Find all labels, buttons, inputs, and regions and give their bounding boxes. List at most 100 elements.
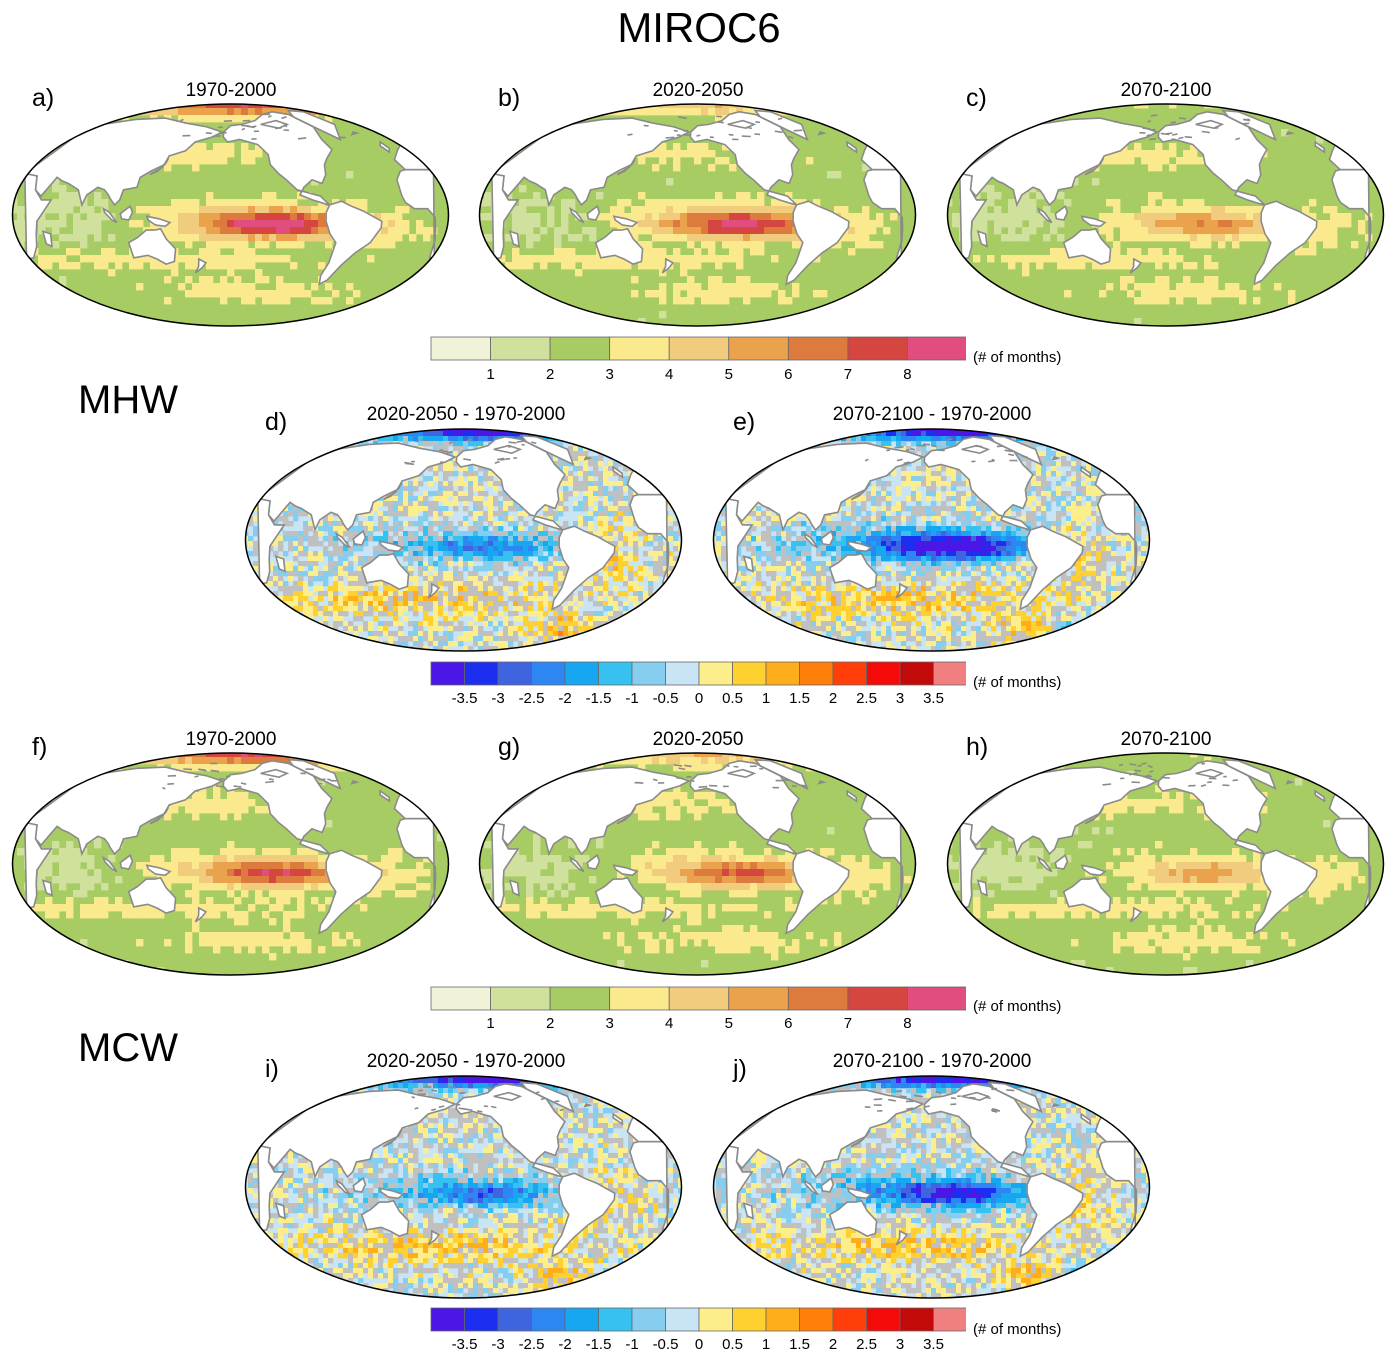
- map-panel-c: [946, 103, 1385, 327]
- cb-abs-mhw-swatch: [847, 336, 908, 361]
- landmass-greenland: [987, 1081, 1043, 1114]
- colorbar-difference-mhw: [430, 661, 966, 686]
- landmass-iceland: [1051, 1103, 1061, 1108]
- landmass-arctic_is: [727, 119, 757, 130]
- cb-diff-mcw-tick-label: 2.5: [856, 1336, 877, 1353]
- panel-d-letter: d): [265, 408, 288, 436]
- panel-g-title: 2020-2050: [652, 729, 744, 750]
- landmass-nz: [1129, 257, 1143, 274]
- panel-g-letter: g): [498, 733, 521, 761]
- cb-abs-mcw-tick-label: 5: [724, 1015, 733, 1032]
- map-border: [11, 103, 450, 327]
- cb-abs-mhw-swatch: [907, 336, 966, 361]
- cb-diff-mhw-tick-label: 1: [761, 690, 771, 707]
- cb-abs-mcw-swatch: [430, 986, 491, 1011]
- colorbar-absolute-mcw: [430, 986, 966, 1011]
- landmass-japan: [149, 157, 170, 176]
- cb-diff-mcw-tick-label: -2.5: [518, 1336, 545, 1353]
- landmass-southamerica: [551, 1172, 616, 1258]
- panel-c-title: 2070-2100: [1120, 80, 1212, 101]
- cb-diff-mcw-swatch: [631, 1307, 666, 1332]
- map-panel-i: [244, 1075, 683, 1299]
- cb-abs-mhw-tick-label: 2: [545, 366, 555, 383]
- panel-f-letter: f): [32, 733, 48, 761]
- landmass-sumatra: [1036, 855, 1053, 873]
- map-panel-a: [11, 103, 450, 327]
- landmass-sumatra: [101, 206, 118, 224]
- cb-diff-mcw-tick-label: -1: [625, 1336, 639, 1353]
- landmass-iceland: [1285, 780, 1295, 785]
- cb-diff-mhw-tick-label: -2.5: [518, 690, 545, 707]
- cb-diff-mhw-tick-label: 3: [895, 690, 905, 707]
- landmass-greenland: [987, 434, 1043, 467]
- cb-diff-mcw-tick-label: -0.5: [652, 1336, 679, 1353]
- landmass-newguinea: [1080, 215, 1107, 228]
- landmass-uk: [612, 1112, 624, 1126]
- cb-abs-mhw-tick-label: 1: [486, 366, 495, 383]
- cb-abs-mhw-swatch: [430, 336, 491, 361]
- landmass-eurasia: [255, 1089, 458, 1180]
- cb-diff-mhw-tick-label: 2.5: [856, 690, 877, 707]
- cb-diff-mhw-swatch: [665, 661, 700, 686]
- landmass-greenland: [753, 109, 809, 142]
- landmass-southamerica: [1253, 200, 1318, 286]
- cb-diff-mhw-tick-label: 0: [694, 690, 704, 707]
- cb-diff-mhw-tick-label: 0.5: [722, 690, 743, 707]
- landmass-africa: [256, 1144, 286, 1232]
- cb-abs-mhw-tick-label: 7: [843, 366, 853, 383]
- landmass-southamerica: [785, 849, 850, 935]
- landmass-uk: [1080, 465, 1092, 479]
- landmass-japan: [616, 157, 637, 176]
- landmass-uk: [1080, 1112, 1092, 1126]
- map-panel-h: [946, 752, 1385, 976]
- landmass-madagascar: [976, 230, 988, 248]
- map-border: [11, 752, 450, 976]
- cb-diff-mhw-swatch: [832, 661, 867, 686]
- landmass-southamerica: [1253, 849, 1318, 935]
- landmass-southamerica: [318, 200, 383, 286]
- landmass-greenland: [286, 109, 342, 142]
- landmass-arctic_is: [961, 444, 991, 455]
- cb-abs-mcw-swatch: [847, 986, 908, 1011]
- map-panel-e: [712, 428, 1151, 652]
- cb-diff-mhw-tick-label: -3.5: [451, 690, 478, 707]
- landmass-africa: [958, 821, 988, 909]
- landmass-iceland: [817, 131, 827, 136]
- landmass-japan: [382, 1129, 403, 1148]
- landmass-japan: [382, 482, 403, 501]
- map-panel-g: [478, 752, 917, 976]
- landmass-madagascar: [976, 879, 988, 897]
- cb-diff-mcw-swatch: [531, 1307, 566, 1332]
- map-panel-j: [712, 1075, 1151, 1299]
- landmass-australia: [360, 552, 410, 590]
- cb-diff-mcw-swatch: [933, 1307, 966, 1332]
- landmass-sumatra: [568, 855, 585, 873]
- cb-diff-mhw-swatch: [698, 661, 733, 686]
- landmass-greenland: [753, 758, 809, 791]
- landmass-southamerica: [318, 849, 383, 935]
- landmass-sumatra: [802, 531, 819, 549]
- cb-diff-mhw-swatch: [598, 661, 633, 686]
- landmass-newguinea: [145, 864, 172, 877]
- landmass-africa_west: [863, 168, 904, 261]
- landmass-southamerica: [551, 525, 616, 611]
- cb-diff-mcw-swatch: [665, 1307, 700, 1332]
- landmass-eurasia: [22, 117, 225, 208]
- landmass-nz: [661, 906, 675, 923]
- landmass-borneo: [820, 529, 835, 546]
- landmass-borneo: [352, 529, 367, 546]
- cb-diff-mcw-swatch: [430, 1307, 465, 1332]
- cb-diff-mcw-tick-label: 3: [895, 1336, 905, 1353]
- cb-abs-mcw-swatch: [609, 986, 670, 1011]
- cb-abs-mhw-swatch: [668, 336, 730, 361]
- landmass-africa: [256, 497, 286, 585]
- landmass-nz: [895, 582, 909, 599]
- landmass-sumatra: [334, 531, 351, 549]
- landmass-southamerica: [1019, 525, 1084, 611]
- landmass-iceland: [817, 780, 827, 785]
- landmass-nz: [194, 906, 208, 923]
- landmass-africa_west: [1097, 1140, 1138, 1233]
- cb-diff-mcw-swatch: [765, 1307, 800, 1332]
- colorbar-ticks-mcw-difference: -3.5 -3 -2.5 -2 -1.5 -1 -0.5 0 0.5 1 1.5 2 2.5 3 3.5: [430, 1336, 966, 1356]
- landmass-iceland: [350, 780, 360, 785]
